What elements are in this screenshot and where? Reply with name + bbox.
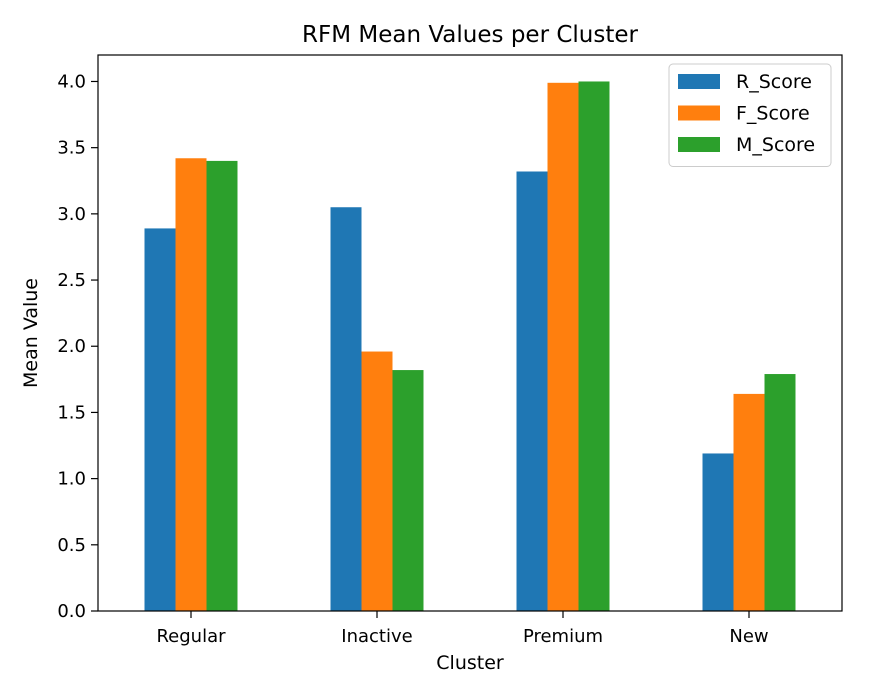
y-tick-label: 2.5 [57,270,86,291]
bar-premium-m-score [578,81,610,611]
bar-regular-r-score [144,228,176,611]
bar-inactive-f-score [361,351,393,611]
legend-swatch-m-score [678,137,720,152]
y-tick-label: 0.5 [57,535,86,556]
y-tick-label: 3.0 [57,204,86,225]
y-axis: 0.0 0.5 1.0 1.5 2.0 2.5 3.0 3.5 4.0 [57,71,98,622]
x-tick-label: Regular [156,626,226,647]
y-tick-label: 3.5 [57,138,86,159]
legend-swatch-f-score [678,105,720,121]
bar-inactive-m-score [392,370,424,611]
y-tick-label: 1.5 [57,402,86,423]
y-tick-label: 4.0 [57,71,86,92]
x-tick-label: Premium [523,626,603,647]
legend: R_Score F_Score M_Score [668,63,832,167]
bar-new-m-score [764,374,796,611]
y-tick-label: 0.0 [57,601,86,622]
legend-label-r-score: R_Score [736,71,812,93]
bar-new-f-score [733,393,765,611]
bar-premium-r-score [516,171,548,611]
x-tick-label: Inactive [341,626,412,647]
bar-inactive-r-score [330,207,362,611]
y-axis-label: Mean Value [20,278,42,388]
y-tick-label: 1.0 [57,469,86,490]
bar-regular-f-score [175,158,207,611]
chart-title: RFM Mean Values per Cluster [302,22,638,48]
bars-group [144,81,796,612]
legend-label-f-score: F_Score [736,103,810,125]
y-tick-label: 2.0 [57,336,86,357]
x-tick-label: New [729,626,768,647]
bar-premium-f-score [547,82,579,612]
x-axis: Regular Inactive Premium New [156,611,769,647]
legend-swatch-r-score [678,74,720,89]
plot-frame [97,54,843,612]
x-axis-label: Cluster [436,652,504,674]
bar-regular-m-score [206,160,238,611]
bar-new-r-score [702,453,734,611]
legend-label-m-score: M_Score [736,134,815,156]
